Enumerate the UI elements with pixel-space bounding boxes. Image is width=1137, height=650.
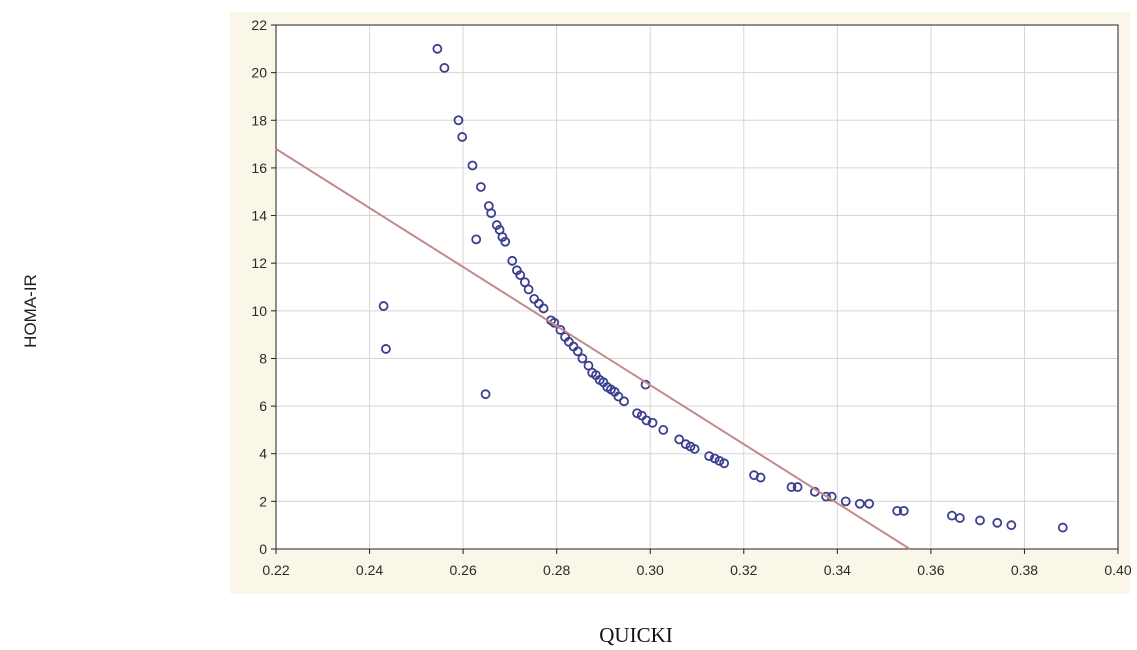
y-axis-ticks: 0 2 4 6 8 10 12 14 16 18 20 22 — [251, 17, 276, 557]
data-point — [854, 498, 865, 509]
data-point — [1006, 520, 1017, 531]
y-axis-label: HOMA-IR — [21, 274, 40, 348]
x-axis-label: QUICKI — [599, 623, 673, 647]
data-point — [457, 132, 468, 142]
data-point — [992, 517, 1003, 528]
data-point — [658, 425, 669, 435]
y-tick-label: 20 — [251, 65, 267, 81]
data-point — [704, 451, 715, 462]
y-tick-label: 2 — [259, 493, 267, 509]
data-point — [709, 453, 720, 464]
x-tick-label: 0.26 — [449, 562, 476, 578]
data-point — [821, 491, 832, 502]
y-tick-label: 10 — [251, 303, 267, 319]
data-point — [864, 498, 875, 509]
data-point — [439, 62, 450, 73]
data-point — [577, 353, 588, 364]
data-point — [632, 408, 643, 419]
data-point — [680, 439, 691, 450]
plot-frame — [275, 24, 1119, 550]
data-point — [467, 160, 478, 171]
data-point — [755, 472, 766, 483]
x-tick-label: 0.34 — [824, 562, 851, 578]
data-point — [500, 236, 511, 247]
data-point — [507, 255, 518, 266]
data-point — [792, 482, 803, 492]
data-point — [491, 220, 502, 230]
data-point — [432, 43, 443, 54]
y-tick-label: 16 — [251, 160, 267, 176]
x-tick-label: 0.38 — [1011, 562, 1038, 578]
data-point — [475, 182, 486, 192]
data-point — [840, 496, 851, 507]
y-tick-label: 14 — [251, 208, 267, 224]
data-point — [523, 284, 534, 295]
data-points — [378, 43, 1068, 533]
data-point — [497, 232, 508, 242]
y-tick-label: 18 — [251, 112, 267, 128]
x-tick-label: 0.32 — [730, 562, 757, 578]
data-point — [480, 389, 491, 400]
y-tick-label: 22 — [251, 17, 267, 33]
data-point — [486, 208, 497, 219]
y-tick-label: 4 — [259, 446, 267, 462]
x-axis-ticks: 0.22 0.24 0.26 0.28 0.30 0.32 0.34 0.36 0.38 0.40 — [262, 549, 1132, 578]
data-point — [898, 505, 909, 516]
data-point — [381, 344, 391, 354]
grid-lines — [276, 25, 1118, 549]
data-point — [674, 434, 685, 445]
data-point — [619, 396, 629, 407]
y-tick-label: 6 — [259, 398, 267, 414]
data-point — [378, 301, 389, 311]
x-tick-label: 0.40 — [1104, 562, 1131, 578]
data-point — [613, 391, 624, 402]
data-point — [954, 513, 965, 523]
data-point — [786, 482, 797, 492]
y-tick-label: 12 — [251, 255, 267, 271]
data-point — [1057, 522, 1068, 533]
x-tick-label: 0.24 — [356, 562, 383, 578]
data-point — [471, 234, 482, 245]
plot-area — [276, 25, 1118, 549]
data-point — [689, 444, 700, 454]
data-point — [647, 417, 658, 428]
fit-line — [275, 148, 911, 550]
data-point — [641, 415, 652, 426]
data-point — [572, 346, 583, 357]
x-tick-label: 0.36 — [917, 562, 944, 578]
data-point — [892, 505, 903, 516]
y-tick-label: 8 — [259, 350, 267, 366]
y-tick-label: 0 — [259, 541, 267, 557]
data-point — [714, 455, 725, 466]
x-tick-label: 0.22 — [262, 562, 289, 578]
data-point — [538, 303, 549, 314]
data-point — [975, 515, 985, 526]
data-point — [453, 115, 464, 126]
x-tick-label: 0.30 — [637, 562, 664, 578]
x-tick-label: 0.28 — [543, 562, 570, 578]
data-point — [719, 458, 730, 469]
data-point — [515, 270, 526, 280]
